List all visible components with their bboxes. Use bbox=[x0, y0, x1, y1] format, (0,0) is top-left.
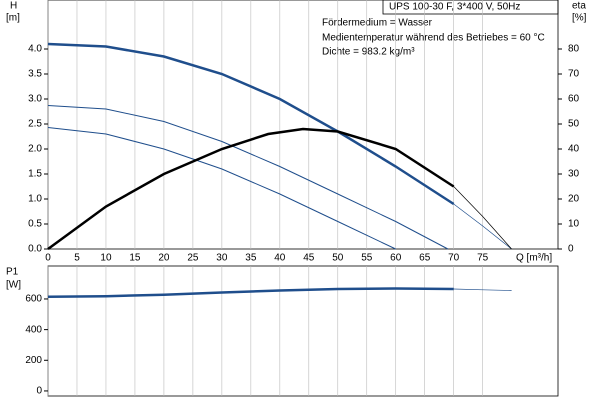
y2-axis-label: [%] bbox=[572, 13, 587, 24]
line-series bbox=[47, 42, 455, 206]
y-tick-label: 4.0 bbox=[28, 44, 42, 55]
x-tick-label: 5 bbox=[74, 253, 80, 264]
line-series bbox=[47, 127, 455, 251]
x-tick-label: 55 bbox=[361, 253, 373, 264]
y-tick-label: 0 bbox=[36, 386, 42, 397]
x-tick-label: 45 bbox=[303, 253, 315, 264]
line-series bbox=[453, 203, 512, 250]
x-tick-label: 25 bbox=[187, 253, 199, 264]
x-tick-label: 15 bbox=[129, 253, 141, 264]
line-series bbox=[453, 288, 512, 291]
line-series bbox=[453, 186, 512, 250]
x-tick-label: 70 bbox=[448, 253, 460, 264]
y-axis-label: [m] bbox=[6, 13, 20, 24]
y-tick-label: 0.0 bbox=[28, 244, 42, 255]
chart-title: UPS 100-30 F, 3*400 V, 50Hz bbox=[389, 2, 520, 13]
y-tick-label: 2.5 bbox=[28, 119, 42, 130]
x-tick-label: 40 bbox=[274, 253, 286, 264]
x-tick-label: 50 bbox=[332, 253, 344, 264]
y2-tick-label: 70 bbox=[568, 69, 580, 80]
line-series bbox=[47, 287, 454, 298]
y-axis-label: H bbox=[10, 1, 17, 12]
x-tick-label: 10 bbox=[100, 253, 112, 264]
line-series bbox=[47, 105, 449, 250]
x-tick-label: 20 bbox=[158, 253, 170, 264]
annotation: Fördermedium = Wasser bbox=[322, 18, 433, 29]
x-tick-label: 30 bbox=[216, 253, 228, 264]
y2-tick-label: 20 bbox=[568, 194, 580, 205]
x-tick-label: 60 bbox=[390, 253, 402, 264]
y-tick-label: 1.5 bbox=[28, 169, 42, 180]
plot-area bbox=[47, 265, 559, 397]
y-tick-label: 2.0 bbox=[28, 144, 42, 155]
y2-tick-label: 60 bbox=[568, 94, 580, 105]
y-tick-label: 3.0 bbox=[28, 94, 42, 105]
y-axis-label: P1 bbox=[6, 267, 19, 278]
y-tick-label: 0.5 bbox=[28, 219, 42, 230]
x-axis-label: Q [m³/h] bbox=[516, 253, 552, 264]
y2-tick-label: 50 bbox=[568, 119, 580, 130]
x-tick-label: 65 bbox=[419, 253, 431, 264]
y2-tick-label: 10 bbox=[568, 219, 580, 230]
x-tick-label: 0 bbox=[45, 253, 51, 264]
y-tick-label: 1.0 bbox=[28, 194, 42, 205]
y-tick-label: 3.5 bbox=[28, 69, 42, 80]
annotation: Dichte = 983.2 kg/m³ bbox=[322, 47, 415, 58]
line-series bbox=[47, 127, 396, 250]
y2-axis-label: eta bbox=[572, 1, 586, 12]
x-tick-label: 35 bbox=[245, 253, 257, 264]
y-axis-label: [W] bbox=[6, 280, 21, 291]
y2-tick-label: 0 bbox=[568, 244, 574, 255]
annotation: Medientemperatur während des Betriebes =… bbox=[322, 33, 545, 44]
y2-tick-label: 80 bbox=[568, 44, 580, 55]
x-tick-label: 75 bbox=[477, 253, 489, 264]
y2-tick-label: 40 bbox=[568, 144, 580, 155]
y-tick-label: 200 bbox=[25, 355, 42, 366]
y2-tick-label: 30 bbox=[568, 169, 580, 180]
y-tick-label: 600 bbox=[25, 294, 42, 305]
y-tick-label: 400 bbox=[25, 324, 42, 335]
